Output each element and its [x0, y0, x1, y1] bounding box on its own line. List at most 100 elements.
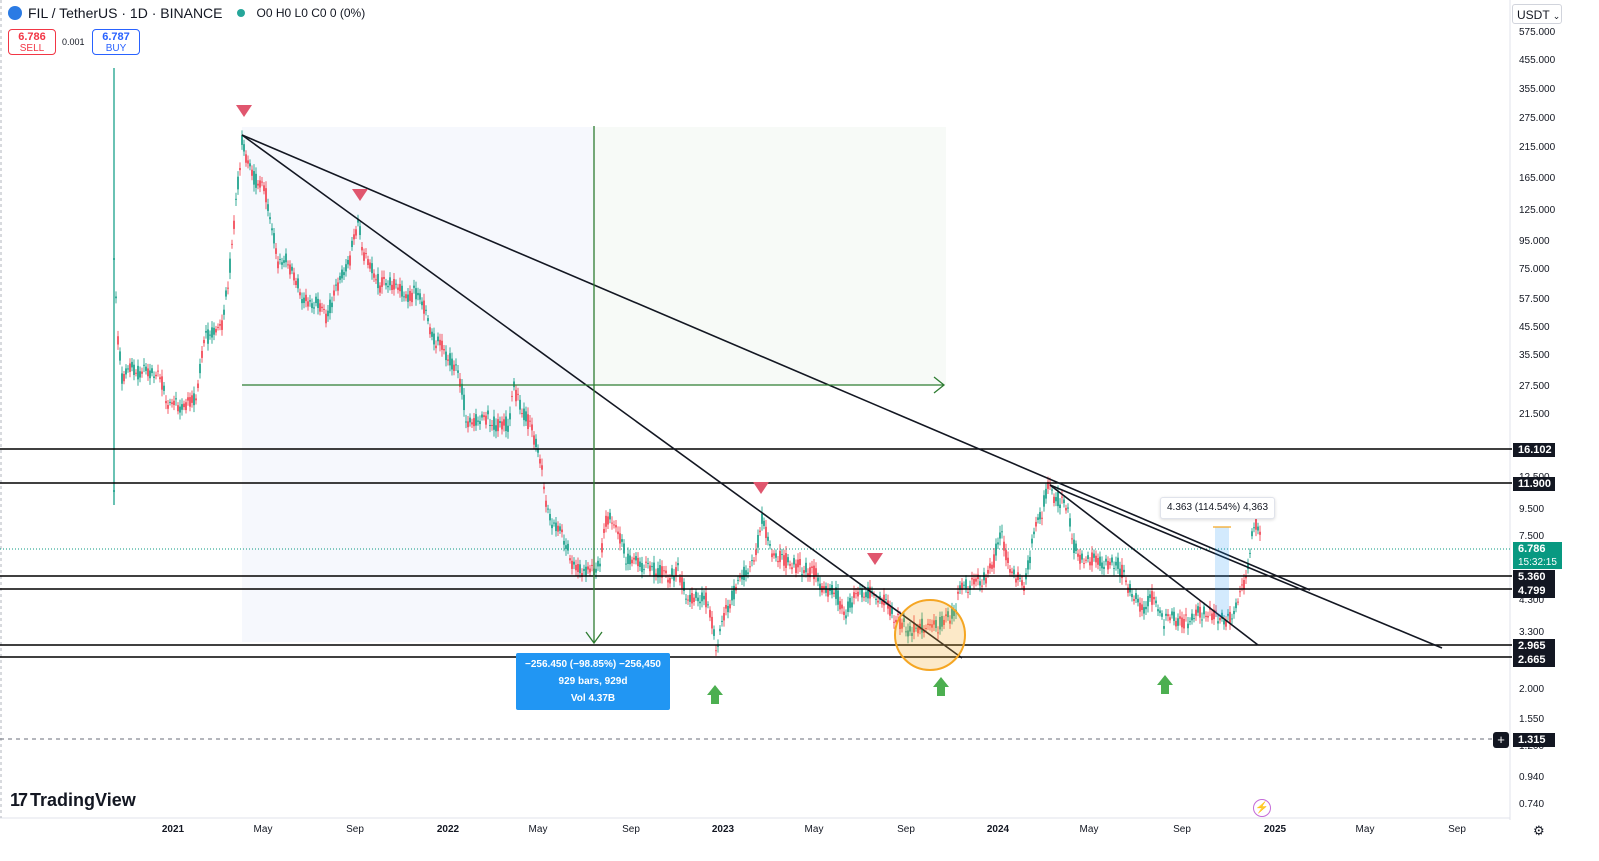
- candle-body: [363, 252, 365, 261]
- y-axis-tick: 7.500: [1519, 531, 1545, 542]
- candle-body: [273, 233, 275, 244]
- candle-body: [975, 578, 977, 582]
- candle-body: [657, 568, 659, 578]
- symbol-title[interactable]: FIL / TetherUS · 1D · BINANCE: [28, 5, 223, 21]
- measure-box[interactable]: −256.450 (−98.85%) −256,450 929 bars, 92…: [516, 653, 670, 710]
- candle-body: [279, 258, 281, 260]
- y-axis-tick: 275.000: [1519, 113, 1556, 124]
- candle-body: [893, 621, 895, 623]
- sell-button[interactable]: 6.786 SELL: [8, 29, 56, 55]
- x-axis-tick: May: [528, 824, 548, 835]
- candle-body: [1255, 519, 1257, 530]
- candle-body: [293, 272, 295, 281]
- candle-body: [191, 395, 193, 403]
- candle-body: [939, 616, 941, 630]
- candle-body: [459, 378, 461, 387]
- candle-body: [223, 309, 225, 315]
- candle-body: [733, 585, 735, 600]
- candle-body: [159, 377, 161, 380]
- candle-body: [533, 435, 535, 445]
- candle-body: [277, 261, 279, 269]
- candle-body: [213, 327, 215, 335]
- candle-body: [775, 553, 777, 558]
- candle-body: [517, 393, 519, 395]
- candle-body: [475, 414, 477, 426]
- candle-body: [1045, 488, 1047, 499]
- candle-body: [651, 566, 653, 568]
- candle-body: [427, 318, 429, 322]
- candle-body: [1177, 618, 1179, 626]
- candle-body: [617, 531, 619, 535]
- candle-body: [661, 566, 663, 578]
- candle-body: [467, 421, 469, 428]
- gear-icon[interactable]: ⚙: [1533, 823, 1545, 838]
- candle-body: [727, 605, 729, 613]
- candle-body: [1237, 601, 1239, 603]
- candle-body: [1239, 591, 1241, 593]
- candle-body: [149, 370, 151, 379]
- candle-body: [303, 297, 305, 304]
- candle-body: [677, 563, 679, 566]
- candle-body: [943, 619, 945, 625]
- candle-body: [1059, 504, 1061, 509]
- buy-button[interactable]: 6.787 BUY: [92, 29, 140, 55]
- candle-body: [1151, 591, 1153, 605]
- currency-selector[interactable]: USDT ⌄: [1512, 4, 1562, 24]
- candle-body: [575, 564, 577, 571]
- candle-body: [585, 566, 587, 576]
- candle-body: [167, 405, 169, 409]
- candle-body: [1143, 607, 1145, 614]
- buy-arrow-icon: [1157, 675, 1173, 694]
- candle-body: [221, 320, 223, 330]
- flash-icon[interactable]: ⚡: [1253, 799, 1271, 817]
- candle-body: [875, 598, 877, 600]
- candle-body: [845, 615, 847, 619]
- candle-body: [799, 558, 801, 566]
- candle-body: [837, 590, 839, 605]
- plus-icon[interactable]: +: [1493, 732, 1509, 748]
- candle-body: [285, 253, 287, 263]
- candle-body: [251, 169, 253, 176]
- candle-body: [905, 631, 907, 633]
- candle-body: [697, 597, 699, 602]
- symbol-header[interactable]: FIL / TetherUS · 1D · BINANCE O0 H0 L0 C…: [8, 5, 365, 21]
- x-axis-tick: 2021: [161, 824, 185, 835]
- price-label-11900: 11.900: [1513, 477, 1555, 491]
- candle-body: [1203, 606, 1205, 615]
- candle-body: [1133, 599, 1135, 601]
- y-axis-tick: 455.000: [1519, 55, 1556, 66]
- candle-body: [1111, 557, 1113, 563]
- candle-body: [209, 334, 211, 336]
- candle-body: [1109, 561, 1111, 566]
- candle-body: [161, 376, 163, 390]
- y-axis-tick: 165.000: [1519, 173, 1556, 184]
- candle-body: [1183, 618, 1185, 629]
- tradingview-logo[interactable]: 17 TradingView: [10, 790, 136, 811]
- candle-body: [189, 397, 191, 407]
- y-axis-tick: 0.940: [1519, 772, 1545, 783]
- candle-body: [949, 620, 951, 624]
- candle-body: [669, 578, 671, 584]
- price-label-2965: 2.965: [1513, 639, 1555, 653]
- candle-body: [811, 566, 813, 569]
- candle-body: [1175, 620, 1177, 627]
- candle-body: [353, 234, 355, 240]
- candle-body: [443, 349, 445, 351]
- candle-body: [521, 413, 523, 415]
- candle-body: [635, 556, 637, 561]
- x-axis-tick: Sep: [1173, 824, 1191, 835]
- candle-body: [415, 288, 417, 300]
- candle-body: [529, 420, 531, 422]
- candle-body: [401, 285, 403, 297]
- candle-body: [781, 554, 783, 556]
- candle-body: [915, 627, 917, 629]
- candle-body: [155, 374, 157, 377]
- candle-body: [989, 563, 991, 569]
- candle-body: [881, 600, 883, 605]
- crosshair-price-label: 1.315: [1513, 733, 1555, 747]
- candle-body: [1253, 527, 1255, 529]
- candle-body: [125, 368, 127, 375]
- candle-body: [373, 273, 375, 278]
- candle-body: [231, 243, 233, 245]
